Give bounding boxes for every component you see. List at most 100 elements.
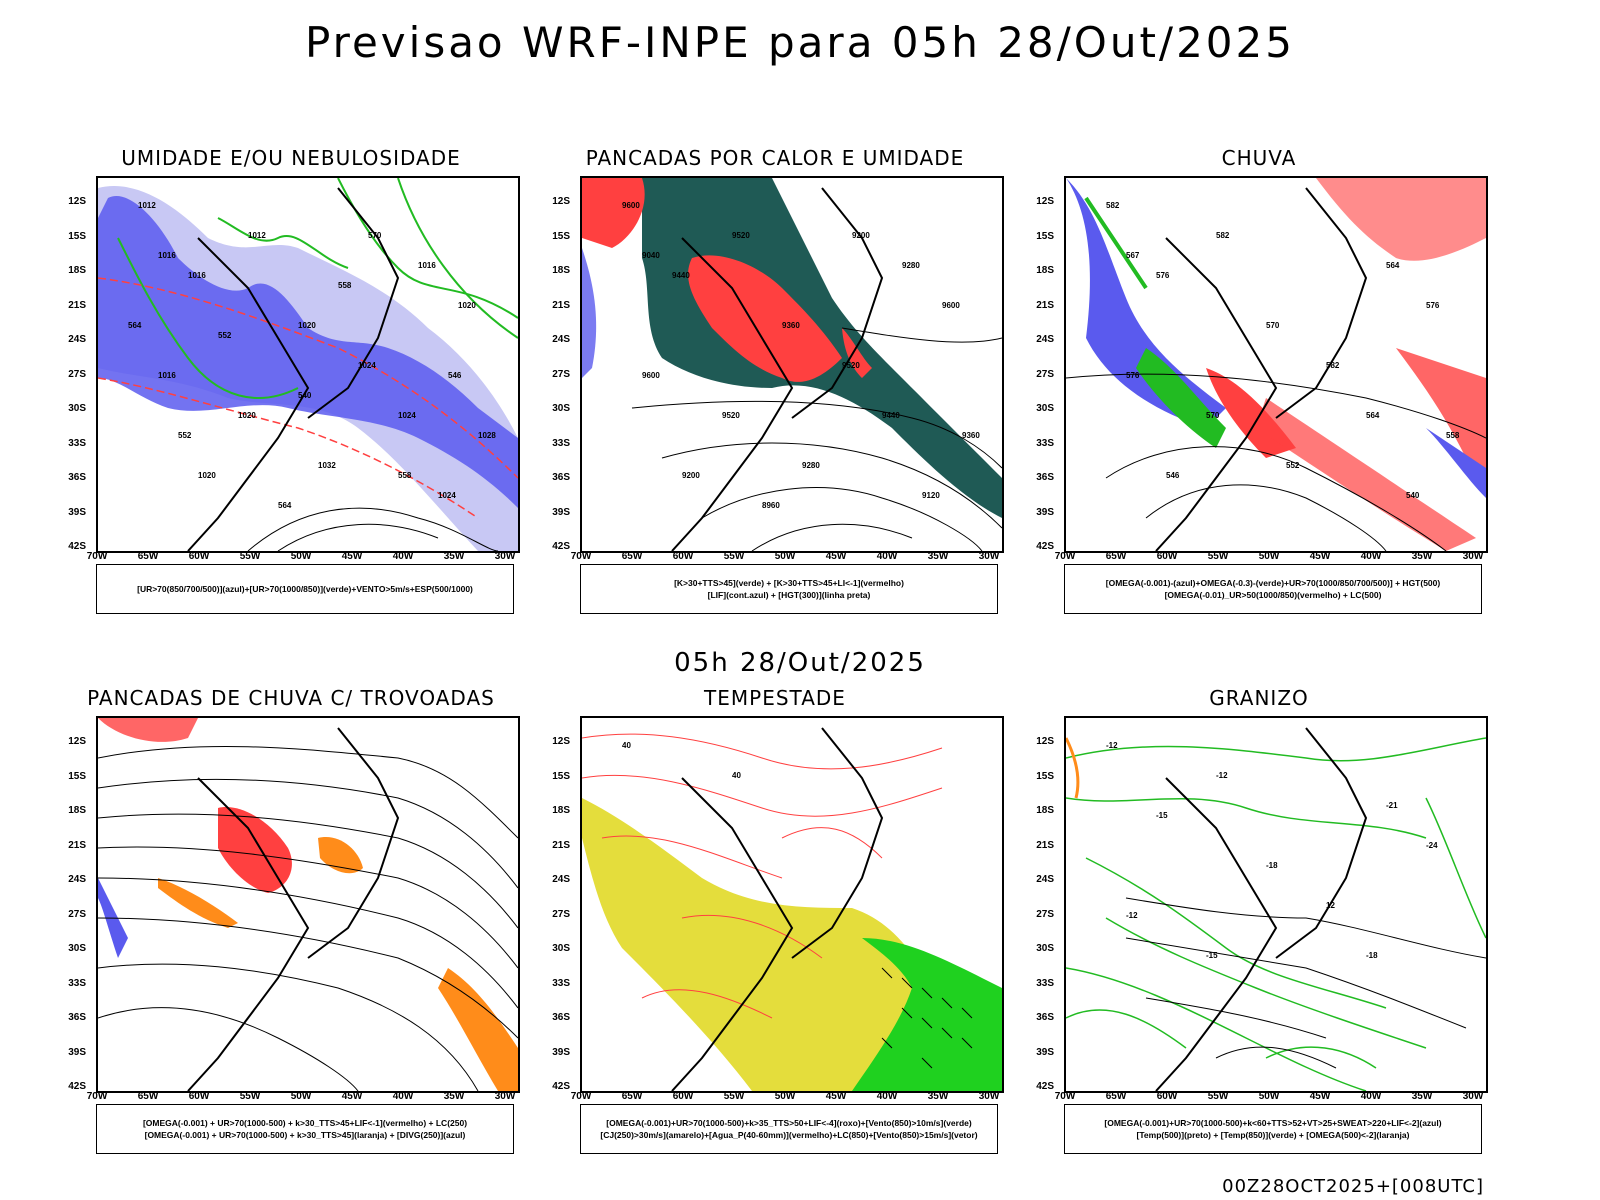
contour-label: 570 <box>1206 411 1220 420</box>
contour-label: 9200 <box>852 231 870 240</box>
panel-trovoadas: PANCADAS DE CHUVA C/ TROVOADAS [OME <box>68 686 520 1166</box>
lon-tick-label: 55W <box>239 1091 261 1102</box>
lat-tick-label: 27S <box>552 368 570 380</box>
contour-label: 552 <box>218 331 232 340</box>
lat-tick-label: 21S <box>1036 839 1054 851</box>
contour-label: -12 <box>1106 741 1118 750</box>
contour-label: 1032 <box>318 461 336 470</box>
lat-tick-label: 42S <box>68 541 86 552</box>
lat-tick-label: 18S <box>68 805 86 816</box>
map-tempestade: 40 40 <box>580 716 1004 1093</box>
contour-label: 546 <box>1166 471 1180 480</box>
contour-label: 564 <box>1366 411 1380 420</box>
contour-label: 9600 <box>642 371 660 380</box>
lon-tick-label: 55W <box>723 1091 745 1102</box>
lat-tick-label: 21S <box>68 299 86 311</box>
contour-label: 1024 <box>438 491 456 500</box>
contour-label: 1020 <box>458 301 476 310</box>
panel-legend: [OMEGA(-0.001)+UR>70(1000-500)+k>35_TTS>… <box>580 1104 998 1154</box>
contour-label: 1020 <box>298 321 316 330</box>
contour-label: 9520 <box>732 231 750 240</box>
contour-label: 9280 <box>802 461 820 470</box>
lon-tick-label: 65W <box>1105 551 1127 562</box>
legend-line: [LIF](cont.azul) + [HGT(300)](linha pret… <box>707 590 871 600</box>
lon-tick-label: 70W <box>86 551 108 562</box>
lon-tick-label: 30W <box>978 1091 1000 1102</box>
legend-line: [UR>70(850/700/500)](azul)+[UR>70(1000/8… <box>137 584 473 594</box>
lon-tick-label: 40W <box>1360 1091 1382 1102</box>
lat-tick-label: 24S <box>68 874 86 885</box>
lat-tick-label: 36S <box>1036 472 1054 483</box>
lon-tick-label: 30W <box>494 1091 516 1102</box>
legend-line: [OMEGA(-0.01)_UR>50(1000/850)(vermelho) … <box>1164 590 1382 600</box>
contour-label: 9440 <box>672 271 690 280</box>
lon-tick-label: 60W <box>1156 1091 1178 1102</box>
panel-title: UMIDADE E/OU NEBULOSIDADE <box>121 146 461 170</box>
lon-tick-label: 40W <box>876 1091 898 1102</box>
lat-tick-label: 27S <box>552 908 570 920</box>
contour-label: 552 <box>178 431 192 440</box>
lon-tick-label: 35W <box>1411 551 1433 562</box>
contour-label: 564 <box>1386 261 1400 270</box>
lon-tick-label: 65W <box>137 551 159 562</box>
lat-tick-label: 33S <box>552 437 570 449</box>
lat-tick-label: 39S <box>552 506 570 518</box>
lon-tick-label: 55W <box>1207 1091 1229 1102</box>
lon-tick-label: 55W <box>239 551 261 562</box>
lon-tick-label: 40W <box>392 1091 414 1102</box>
lon-tick-label: 60W <box>188 551 210 562</box>
lon-tick-label: 70W <box>570 551 592 562</box>
lon-tick-label: 50W <box>1258 1091 1280 1102</box>
lon-tick-label: 65W <box>621 551 643 562</box>
panel-pancadas-calor: PANCADAS POR CALOR E UMIDADE 9600 9520 944… <box>552 146 1004 626</box>
lon-tick-label: 50W <box>1258 551 1280 562</box>
lat-tick-label: 33S <box>68 977 86 989</box>
contour-label: 558 <box>1446 431 1460 440</box>
lon-tick-label: 35W <box>443 551 465 562</box>
lon-tick-label: 30W <box>1462 1091 1484 1102</box>
contour-label: 1016 <box>188 271 206 280</box>
lat-tick-label: 15S <box>1036 230 1054 242</box>
lat-tick-label: 18S <box>552 265 570 276</box>
lon-tick-label: 60W <box>672 551 694 562</box>
lat-tick-label: 36S <box>1036 1012 1054 1023</box>
lat-tick-label: 15S <box>552 770 570 782</box>
panel-title: CHUVA <box>1221 146 1297 170</box>
lat-tick-label: 12S <box>552 196 570 207</box>
contour-label: 9600 <box>942 301 960 310</box>
map-trovoadas <box>96 716 520 1093</box>
lat-tick-label: 18S <box>68 265 86 276</box>
panel-title: PANCADAS POR CALOR E UMIDADE <box>585 146 965 170</box>
contour-label: 1012 <box>138 201 156 210</box>
lat-tick-label: 36S <box>552 1012 570 1023</box>
panel-title: PANCADAS DE CHUVA C/ TROVOADAS <box>87 686 495 710</box>
legend-line: [OMEGA(-0.001)+UR>70(1000-500)+k<60+TTS>… <box>1104 1118 1442 1128</box>
contour-label: 1016 <box>158 251 176 260</box>
legend-line: [OMEGA(-0.001) + UR>70(1000-500) + k>30_… <box>144 1130 466 1140</box>
contour-label: -15 <box>1206 951 1218 960</box>
contour-label: -18 <box>1266 861 1278 870</box>
lon-tick-label: 70W <box>86 1091 108 1102</box>
panel-legend: [K>30+TTS>45](verde) + [K>30+TTS>45+LI<-… <box>580 564 998 614</box>
lat-tick-label: 21S <box>552 299 570 311</box>
panel-chuva: CHUVA 582 582 576 570 564 576 582 576 570 564 558 5… <box>1036 146 1488 626</box>
lat-tick-label: 30S <box>68 403 86 414</box>
lon-tick-label: 60W <box>188 1091 210 1102</box>
lat-tick-label: 21S <box>1036 299 1054 311</box>
lat-tick-label: 24S <box>552 874 570 885</box>
contour-label: 546 <box>448 371 462 380</box>
panel-granizo: GRANIZO -12 -12 -15 -18 -21 -24 12 -12 <box>1036 686 1488 1166</box>
contour-label: 558 <box>338 281 352 290</box>
contour-label: 576 <box>1156 271 1170 280</box>
lat-tick-label: 15S <box>552 230 570 242</box>
lon-tick-label: 50W <box>290 551 312 562</box>
contour-label: 9520 <box>842 361 860 370</box>
lat-tick-label: 15S <box>68 230 86 242</box>
contour-label: 570 <box>1266 321 1280 330</box>
legend-line: [K>30+TTS>45](verde) + [K>30+TTS>45+LI<-… <box>674 578 904 588</box>
lat-tick-label: 18S <box>552 805 570 816</box>
panel-title: GRANIZO <box>1209 686 1309 710</box>
lat-tick-label: 27S <box>1036 368 1054 380</box>
contour-label: 9040 <box>642 251 660 260</box>
legend-line: [OMEGA(-0.001)+UR>70(1000-500)+k>35_TTS>… <box>606 1118 972 1128</box>
